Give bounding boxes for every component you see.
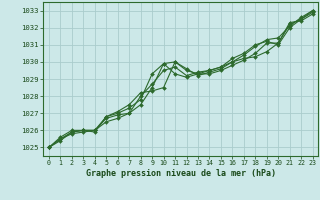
X-axis label: Graphe pression niveau de la mer (hPa): Graphe pression niveau de la mer (hPa) — [86, 169, 276, 178]
